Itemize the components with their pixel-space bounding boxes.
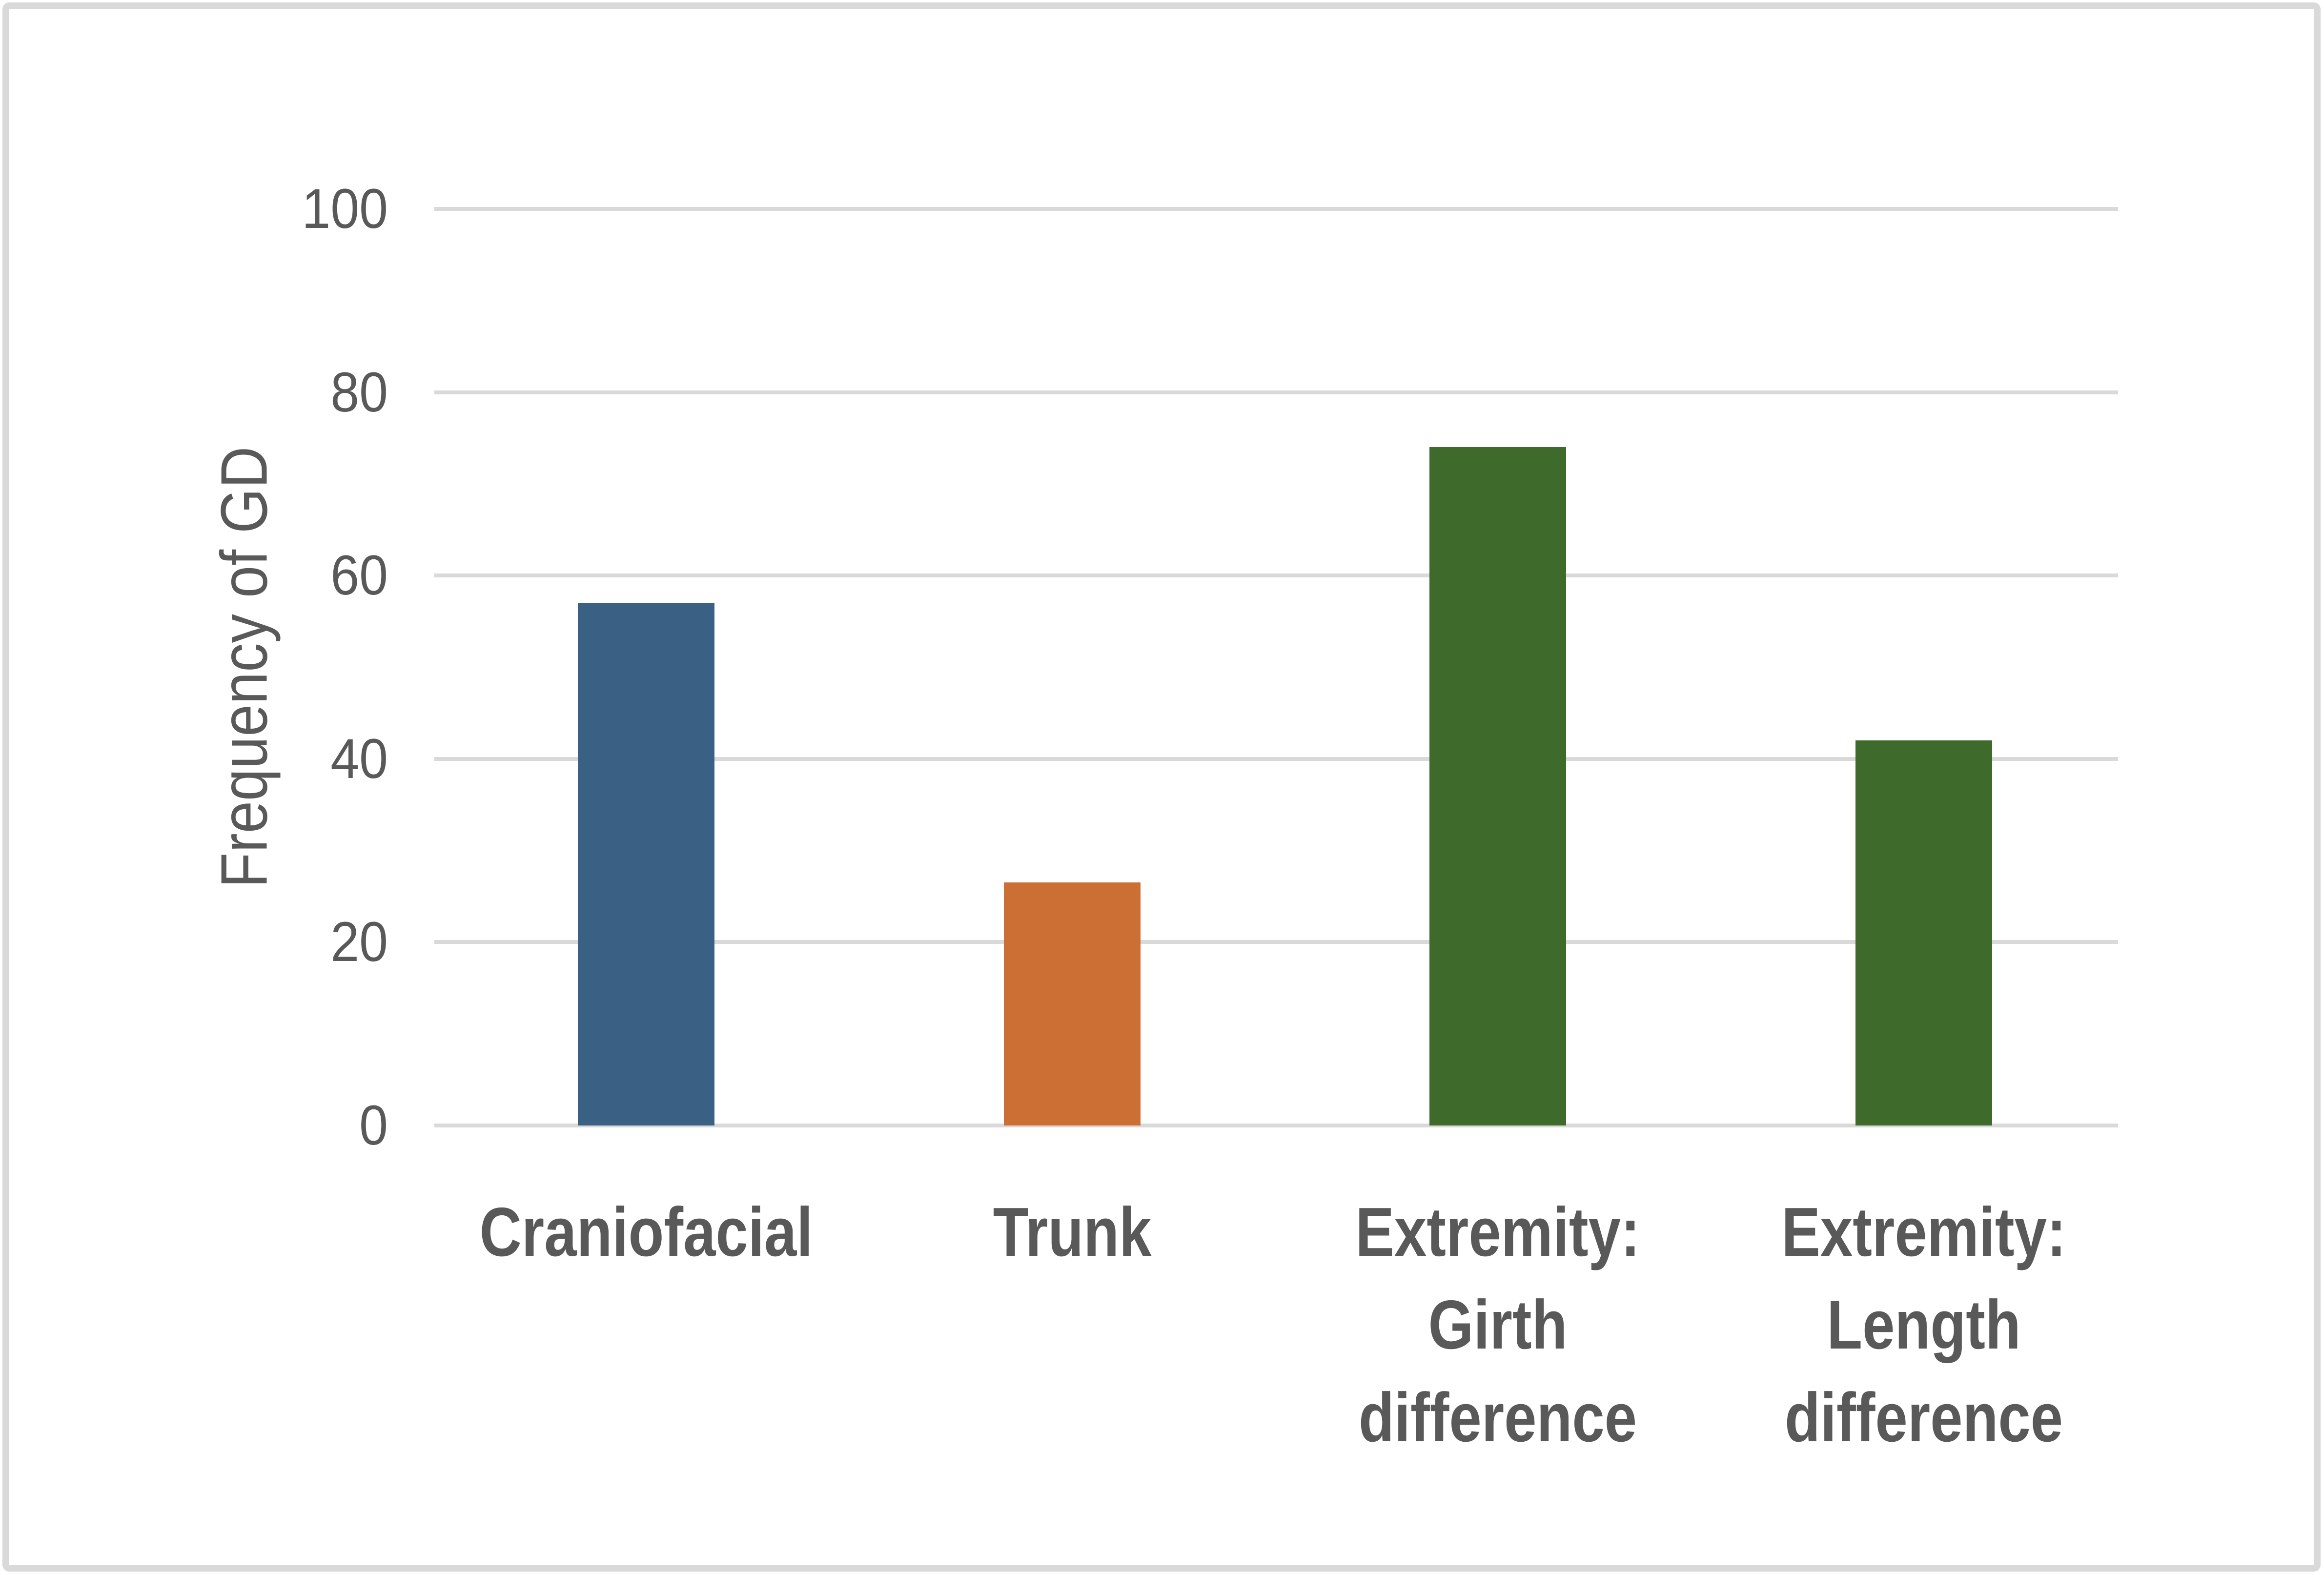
x-category-label-trunk: Trunk [826, 1186, 1318, 1279]
bar-craniofacial [578, 603, 714, 1125]
x-category-label-line: difference [1358, 1379, 1637, 1456]
x-category-label-craniofacial: Craniofacial [400, 1186, 892, 1279]
y-axis-title: Frequency of GD [207, 446, 281, 888]
x-category-label-line: Trunk [993, 1193, 1152, 1271]
y-tick-label-40: 40 [330, 727, 388, 790]
y-tick-label-60: 60 [330, 544, 388, 607]
gridline-y-100 [434, 207, 2118, 211]
gridline-y-60 [434, 573, 2118, 578]
x-category-label-line: Craniofacial [479, 1193, 813, 1271]
y-tick-label-20: 20 [330, 911, 388, 974]
x-category-label-line: Extremity: [1355, 1193, 1640, 1271]
gridline-y-0 [434, 1124, 2118, 1127]
y-tick-label-0: 0 [359, 1094, 388, 1157]
bar-extremity-girth-difference [1429, 447, 1566, 1125]
x-category-label-line: Length [1827, 1286, 2021, 1364]
bar-trunk [1004, 882, 1141, 1125]
bar-extremity-length-difference [1855, 740, 1992, 1125]
x-category-label-line: Extremity: [1781, 1193, 2066, 1271]
x-category-label-line: Girth [1428, 1286, 1568, 1364]
y-tick-label-80: 80 [330, 361, 388, 424]
x-category-label-extremity-girth-difference: Extremity: Girth difference [1252, 1186, 1744, 1464]
gridline-y-80 [434, 390, 2118, 394]
y-tick-label-100: 100 [302, 178, 388, 240]
x-category-label-line: difference [1784, 1379, 2063, 1456]
gridline-y-20 [434, 940, 2118, 944]
plot-area [434, 207, 2118, 1127]
gridline-y-40 [434, 757, 2118, 761]
x-category-label-extremity-length-difference: Extremity: Length difference [1678, 1186, 2170, 1464]
